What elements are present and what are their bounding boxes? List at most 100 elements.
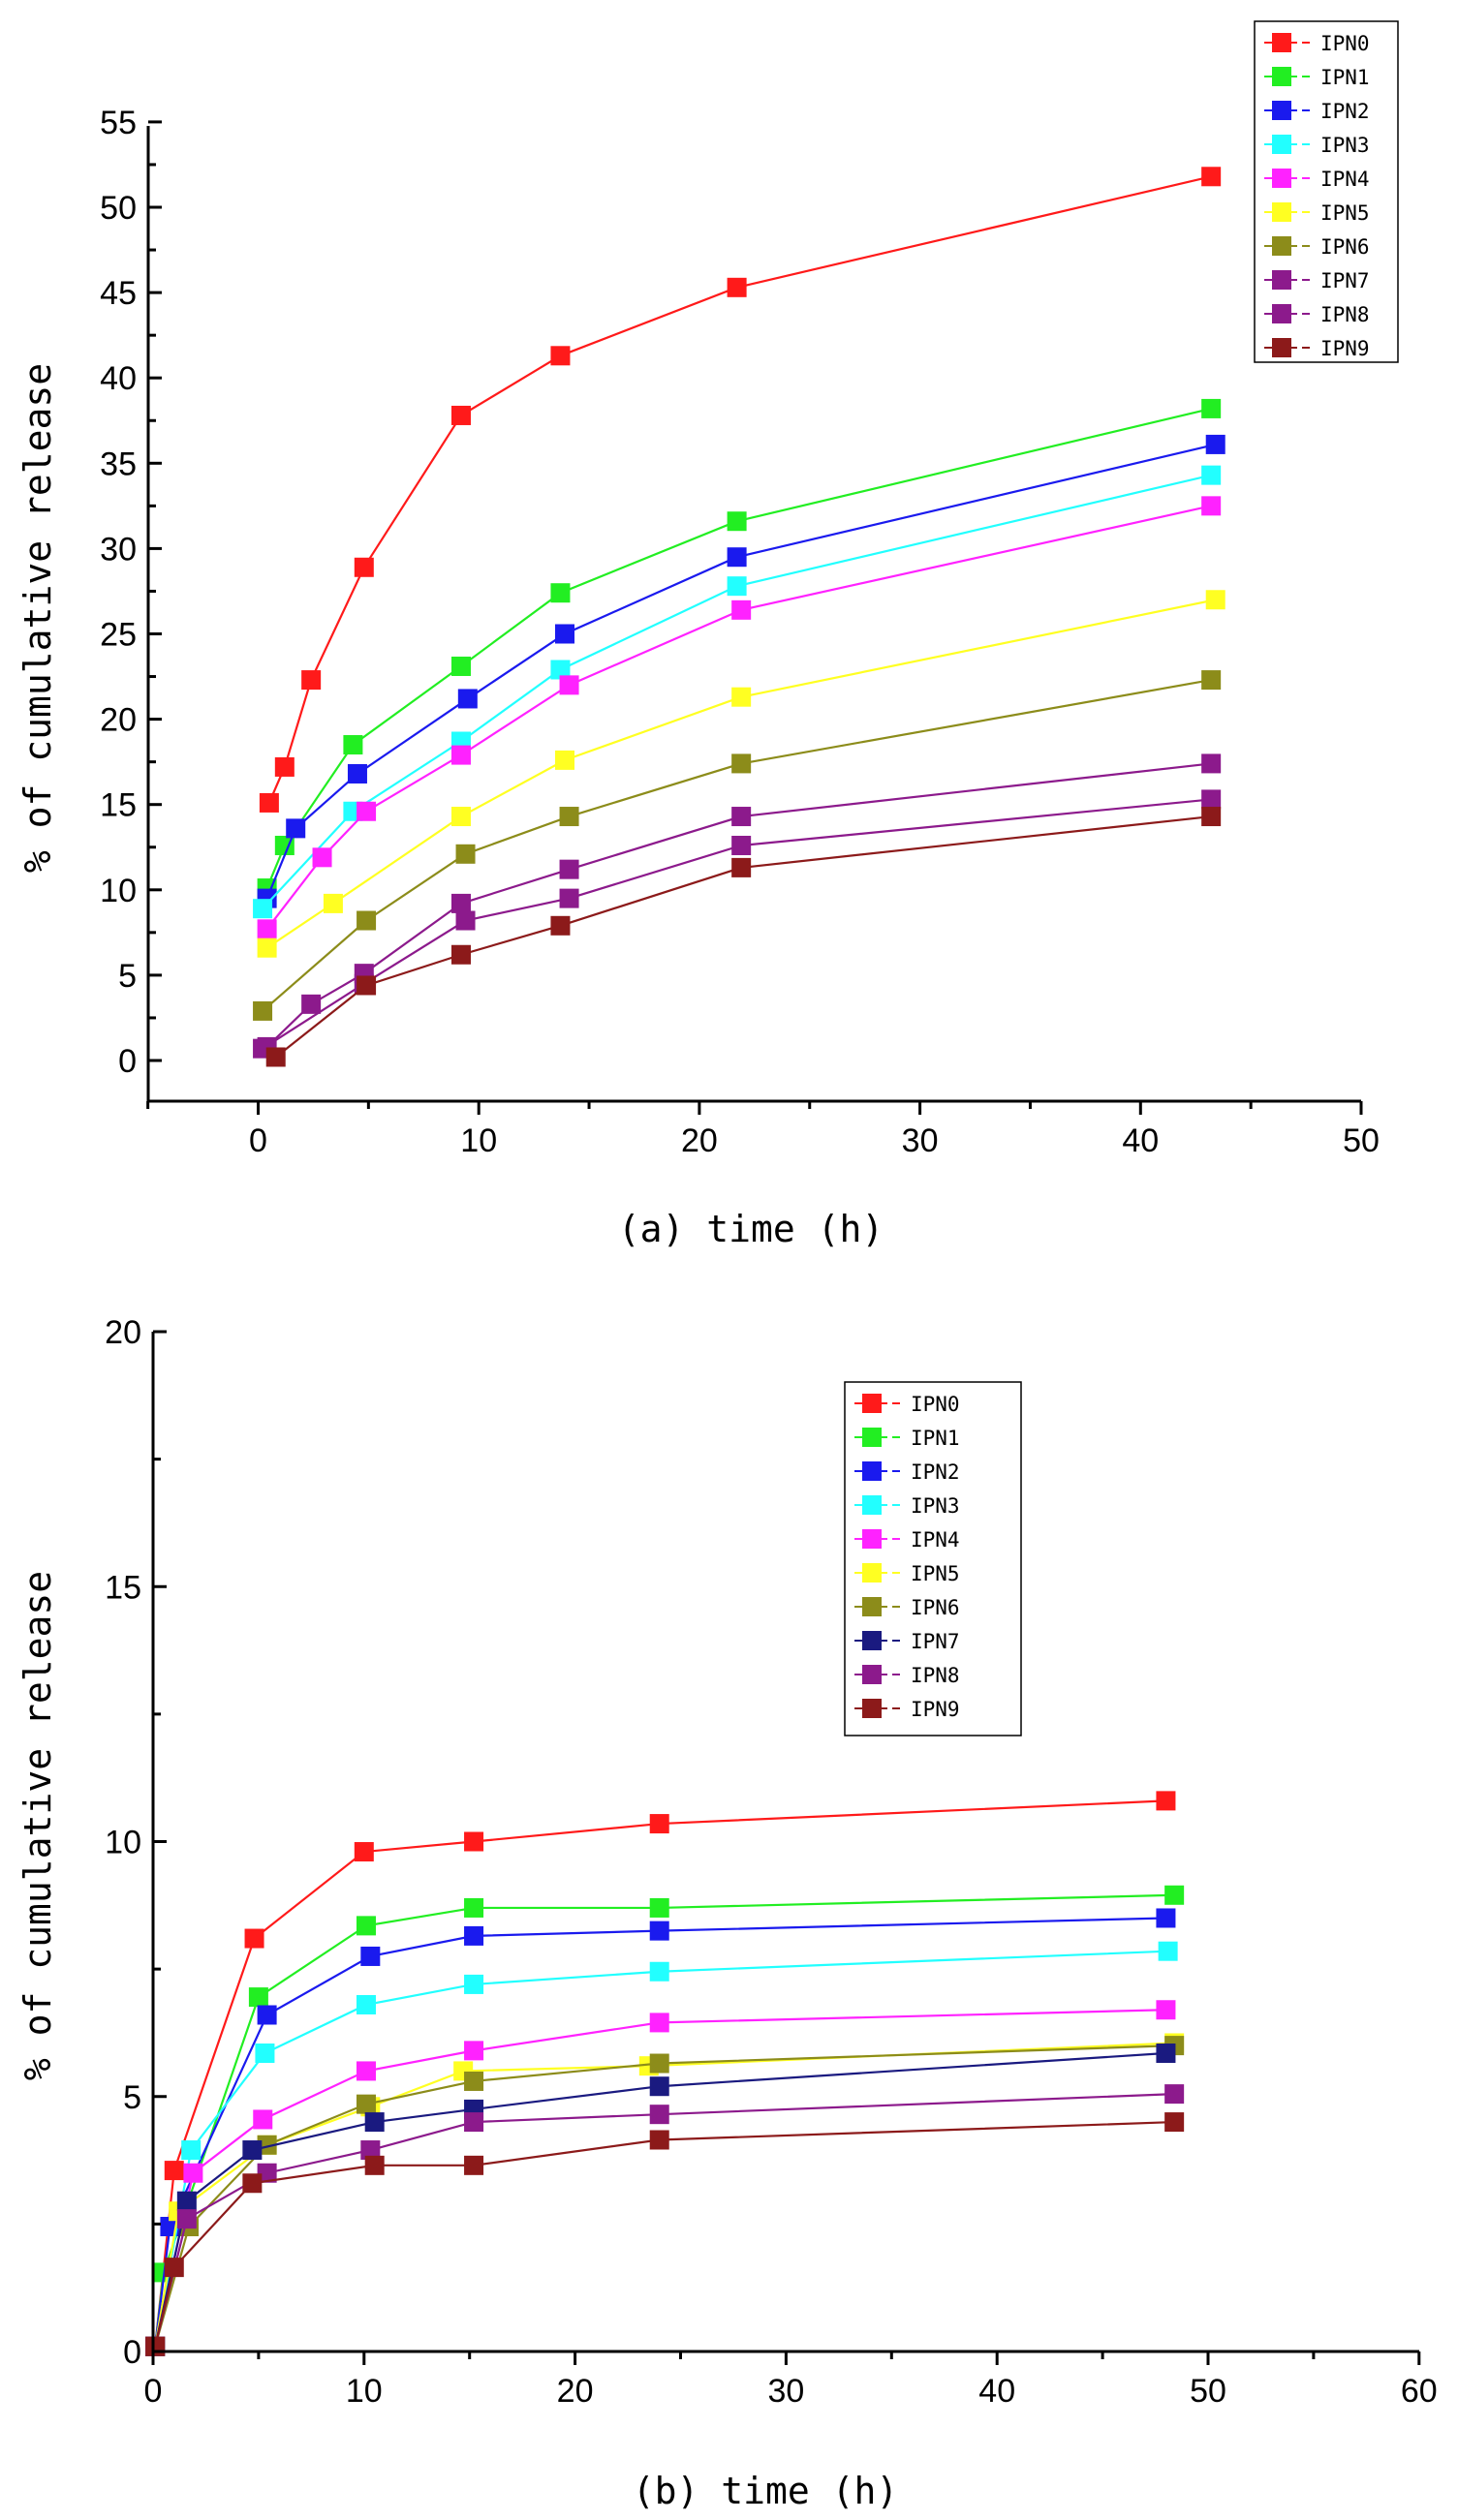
- legend-label: IPN0: [911, 1393, 960, 1416]
- series-line: [275, 814, 1212, 1059]
- series-line: [262, 474, 1212, 909]
- legend-marker: [1272, 67, 1291, 86]
- legend-label: IPN7: [911, 1630, 960, 1653]
- chart-b-x-tick-label: 30: [767, 2373, 804, 2410]
- data-point: [1164, 1885, 1185, 1905]
- chart-a-series-ipn5: [257, 590, 1225, 958]
- data-point: [176, 2191, 197, 2211]
- legend-item: IPN6: [1264, 235, 1370, 259]
- data-point: [464, 2155, 484, 2175]
- chart-b-x-tick-label: 50: [1190, 2373, 1226, 2410]
- legend-label: IPN8: [1320, 303, 1370, 326]
- chart-a-series-ipn7: [257, 753, 1222, 1057]
- legend-marker: [1272, 101, 1291, 120]
- data-point: [550, 915, 571, 936]
- legend-label: IPN0: [1320, 32, 1370, 55]
- chart-a-series-ipn4: [257, 496, 1222, 939]
- chart-a-y-tick-label: 30: [100, 531, 137, 568]
- chart-b-x-tick-label: 20: [557, 2373, 594, 2410]
- data-point: [347, 763, 367, 784]
- data-point: [1156, 2043, 1176, 2063]
- chart-b: 0 10 20 30 40 50 60 0 5 10 15 20 (b) time (h) % of …: [16, 1314, 1438, 2512]
- data-point: [731, 835, 752, 855]
- data-point: [253, 1000, 273, 1021]
- chart-b-x-axis-title: (b) time (h): [633, 2470, 899, 2512]
- chart-a-x-axis-title: (a) time (h): [618, 1208, 884, 1250]
- legend-label: IPN2: [911, 1460, 960, 1484]
- series-line: [154, 1799, 1166, 2347]
- legend-marker: [862, 1563, 882, 1583]
- chart-b-y-axis-title: % of cumulative release: [16, 1571, 59, 2080]
- data-point: [1201, 807, 1222, 827]
- chart-b-y-tick-label: 5: [123, 2079, 141, 2116]
- data-point: [555, 750, 575, 770]
- data-point: [364, 2112, 385, 2133]
- chart-b-x-tick-label: 60: [1401, 2373, 1438, 2410]
- legend-item: IPN7: [1264, 269, 1370, 292]
- series-line: [265, 599, 1216, 949]
- legend-item: IPN2: [1264, 100, 1370, 123]
- data-point: [1205, 590, 1225, 610]
- data-point: [242, 2173, 263, 2194]
- data-point: [257, 2135, 277, 2155]
- chart-a-x-tick-label: 30: [902, 1122, 939, 1159]
- legend-label: IPN4: [1320, 168, 1370, 191]
- data-point: [550, 660, 571, 680]
- legend-item: IPN5: [854, 1562, 960, 1585]
- data-point: [450, 807, 471, 827]
- data-point: [1201, 496, 1222, 516]
- data-point: [265, 1047, 286, 1067]
- chart-b-series-ipn7: [145, 2043, 1176, 2356]
- chart-a-x-tick-label: 50: [1343, 1122, 1380, 1159]
- data-point: [1201, 789, 1222, 810]
- data-point: [1156, 1791, 1176, 1811]
- legend-item: IPN3: [854, 1494, 960, 1518]
- legend-label: IPN2: [1320, 100, 1370, 123]
- data-point: [1201, 398, 1222, 418]
- data-point: [257, 919, 277, 939]
- legend-label: IPN5: [1320, 201, 1370, 225]
- data-point: [450, 405, 471, 425]
- legend-item: IPN4: [1264, 168, 1370, 191]
- data-point: [323, 893, 343, 913]
- legend-marker: [862, 1495, 882, 1515]
- chart-b-series-ipn4: [145, 2000, 1176, 2356]
- data-point: [550, 583, 571, 603]
- data-point: [1156, 1908, 1176, 1928]
- chart-a-series-ipn1: [257, 398, 1222, 899]
- legend-marker: [862, 1699, 882, 1718]
- chart-a-series-ipn9: [265, 807, 1222, 1067]
- legend-label: IPN9: [1320, 337, 1370, 360]
- data-point: [649, 2013, 669, 2033]
- chart-b-y-tick-label: 10: [105, 1825, 141, 1861]
- data-point: [257, 2005, 277, 2025]
- data-point: [455, 910, 476, 931]
- data-point: [731, 687, 752, 707]
- data-point: [727, 547, 747, 568]
- legend-item: IPN7: [854, 1630, 960, 1653]
- data-point: [727, 277, 747, 297]
- chart-a-y-tick-label: 50: [100, 190, 137, 227]
- chart-a-y-tick-label: 40: [100, 360, 137, 397]
- chart-a-y-tick-label: 55: [100, 105, 137, 141]
- data-point: [360, 1946, 381, 1966]
- data-point: [286, 818, 306, 839]
- series-line: [265, 762, 1212, 1048]
- data-point: [731, 857, 752, 877]
- chart-b-series-ipn9: [145, 2112, 1185, 2356]
- chart-a-x-tick-label: 20: [681, 1122, 718, 1159]
- data-point: [164, 2161, 184, 2181]
- chart-a-y-tick-label: 5: [118, 958, 137, 995]
- chart-a-y-tick-label: 25: [100, 617, 137, 654]
- data-point: [257, 937, 277, 958]
- data-point: [274, 756, 295, 777]
- legend-marker: [1272, 236, 1291, 256]
- data-point: [450, 745, 471, 765]
- legend-marker: [1272, 338, 1291, 357]
- legend-item: IPN0: [854, 1393, 960, 1416]
- chart-a-y-axis-title: % of cumulative release: [16, 363, 59, 873]
- chart-b-x-tick-label: 0: [144, 2373, 163, 2410]
- chart-a: 0 10 20 30 40 50 0 5 10 15 20 25 30 35 40 45 50 55 (a) ti…: [16, 20, 1399, 1250]
- data-point: [555, 624, 575, 644]
